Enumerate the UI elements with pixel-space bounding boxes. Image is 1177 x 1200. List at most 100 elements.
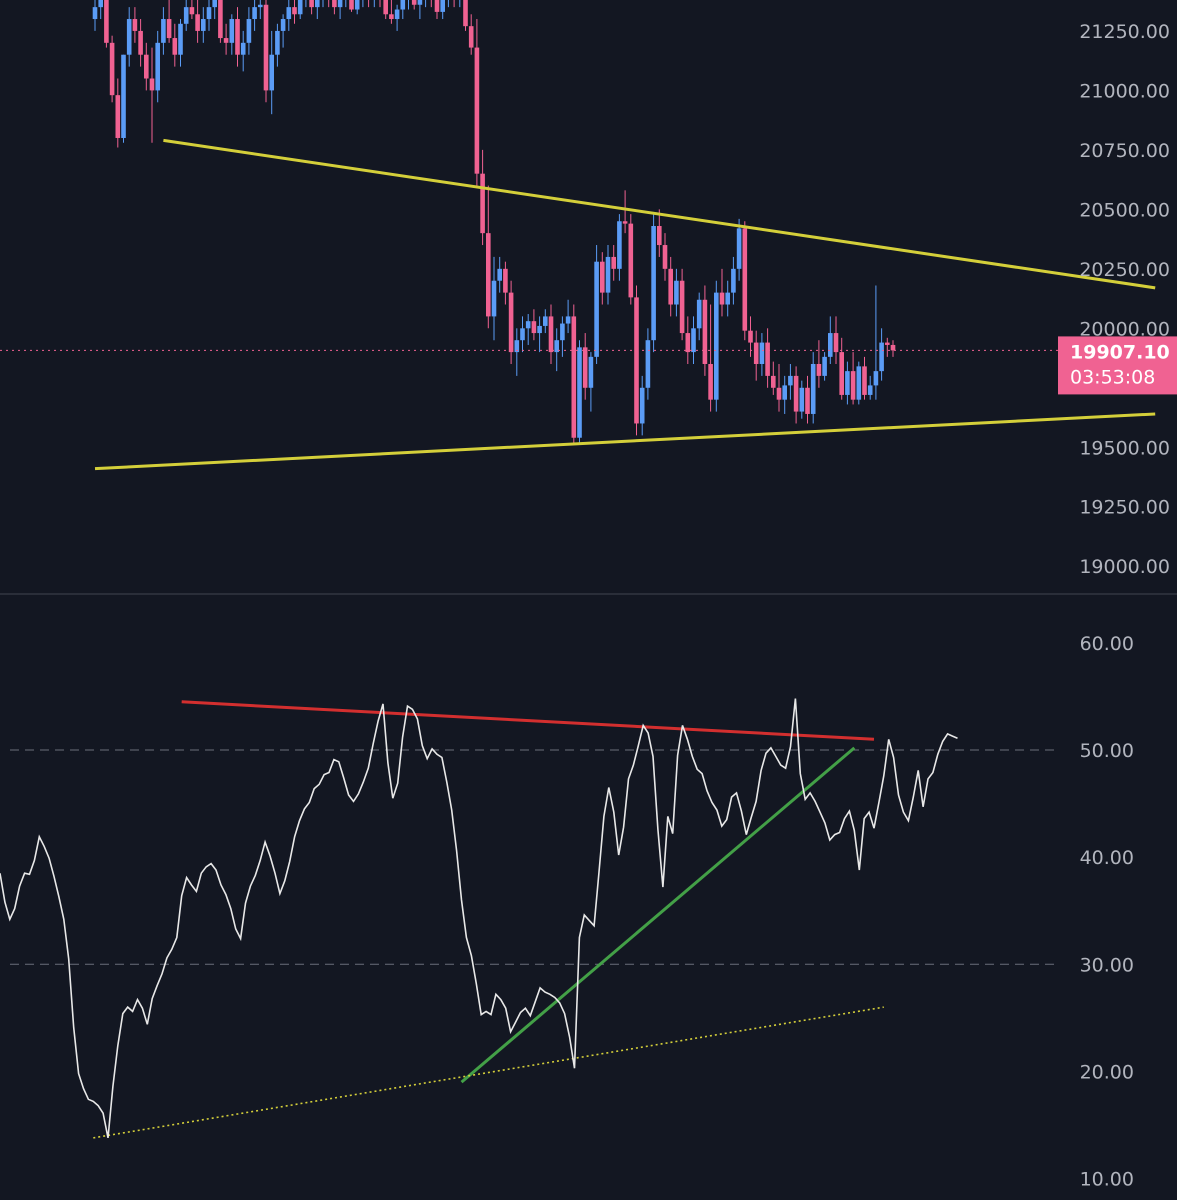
rsi-axis-tick-label: 30.00 (1080, 954, 1134, 976)
candle-body (161, 19, 166, 43)
candle-body (104, 0, 109, 43)
candle-body (611, 256, 616, 269)
rsi-trendline-long-term-support[interactable] (93, 1006, 884, 1139)
candle-body (201, 19, 206, 31)
candle-body (560, 323, 565, 341)
candle-body (206, 7, 212, 20)
candle-body (349, 0, 354, 10)
candle-body (867, 385, 873, 395)
candle-body (126, 19, 132, 55)
candle-body (280, 19, 286, 31)
candle-body (417, 0, 423, 5)
candle-body (98, 0, 103, 8)
candle-body (132, 19, 138, 31)
candle-body (588, 356, 594, 388)
candle-body (263, 4, 269, 91)
rsi-axis[interactable]: 60.00 50.00 40.00 30.00 20.00 10.00 (1080, 633, 1134, 1191)
rsi-trendline-resistance[interactable] (181, 700, 875, 741)
candle-body (149, 78, 155, 91)
price-trendline-lower[interactable] (94, 412, 1156, 471)
candle-body (873, 371, 879, 386)
candle-body (748, 330, 753, 343)
candle-body (531, 321, 537, 334)
price-axis-tick-label: 19000.00 (1079, 556, 1170, 578)
price-trendlines[interactable] (94, 138, 1156, 471)
candle-body (434, 0, 440, 12)
candle-body (782, 385, 787, 400)
candle-body (269, 54, 274, 91)
candle-body (235, 19, 240, 55)
candle-body (725, 292, 730, 305)
candle-body (115, 95, 121, 138)
candle-body (822, 356, 827, 376)
current-price-tag: 19907.10 03:53:08 (1058, 336, 1177, 395)
price-axis-tick-label: 20750.00 (1079, 140, 1170, 162)
candle-body (440, 0, 445, 12)
price-axis[interactable]: 21250.00 21000.00 20750.00 20500.00 20250.00… (1079, 21, 1170, 578)
price-pane[interactable]: 21250.00 21000.00 20750.00 20500.00 20250.00… (0, 0, 1177, 578)
candle-body (315, 0, 320, 8)
candle-body (639, 387, 645, 424)
candle-body (674, 280, 679, 305)
candle-body (400, 0, 406, 10)
candle-body (514, 340, 520, 353)
price-axis-tick-label: 20000.00 (1079, 318, 1170, 340)
candle-body (879, 342, 884, 372)
candle-body (508, 292, 514, 353)
candle-body (138, 30, 143, 55)
price-axis-tick-label: 20250.00 (1079, 259, 1170, 281)
candle-body (537, 325, 542, 334)
candle-body (793, 375, 799, 412)
price-axis-tick-label: 20500.00 (1079, 199, 1170, 221)
candle-body (622, 221, 628, 224)
candle-body (810, 363, 816, 414)
price-trendline-upper[interactable] (163, 138, 1156, 290)
candle-body (218, 0, 223, 39)
candle-body (571, 316, 577, 438)
bar-countdown: 03:53:08 (1070, 366, 1155, 388)
candle-body (600, 261, 605, 293)
rsi-trendline-support[interactable] (460, 746, 856, 1084)
candle-body (548, 316, 554, 353)
candle-body (890, 344, 896, 351)
candle-body (109, 42, 115, 96)
price-axis-tick-label: 19250.00 (1079, 497, 1170, 519)
candle-body (634, 297, 639, 424)
candle-body (776, 387, 782, 400)
candle-body (474, 47, 480, 174)
candle-body (731, 268, 736, 293)
candle-body (788, 375, 793, 386)
candle-body (497, 268, 502, 281)
candle-body (468, 26, 474, 48)
price-axis-tick-label: 19500.00 (1079, 437, 1170, 459)
candle-body (172, 38, 178, 55)
candle-body (753, 342, 759, 364)
rsi-trendlines[interactable] (93, 700, 884, 1139)
candle-body (178, 23, 183, 55)
candle-body (771, 375, 776, 388)
candle-body (292, 7, 297, 15)
candle-body (240, 42, 246, 55)
rsi-axis-tick-label: 60.00 (1080, 633, 1134, 655)
candle-body (816, 363, 822, 376)
candle-body (594, 261, 599, 357)
candle-body (389, 14, 394, 20)
candle-body (394, 9, 400, 20)
candle-body (166, 19, 172, 39)
candle-body (702, 299, 708, 364)
candle-body (759, 342, 765, 364)
candle-body (354, 0, 360, 10)
candle-body (685, 333, 691, 353)
rsi-pane[interactable]: 60.00 50.00 40.00 30.00 20.00 10.00 (0, 633, 1134, 1191)
candle-body (480, 173, 485, 234)
candle-body (577, 347, 582, 438)
candle-body (383, 0, 388, 15)
candle-body (582, 347, 588, 388)
candle-body (862, 366, 867, 395)
price-axis-tick-label: 21250.00 (1079, 21, 1170, 43)
candle-body (503, 268, 508, 293)
candle-body (543, 316, 548, 326)
candle-body (765, 342, 770, 376)
candle-body (155, 42, 160, 91)
